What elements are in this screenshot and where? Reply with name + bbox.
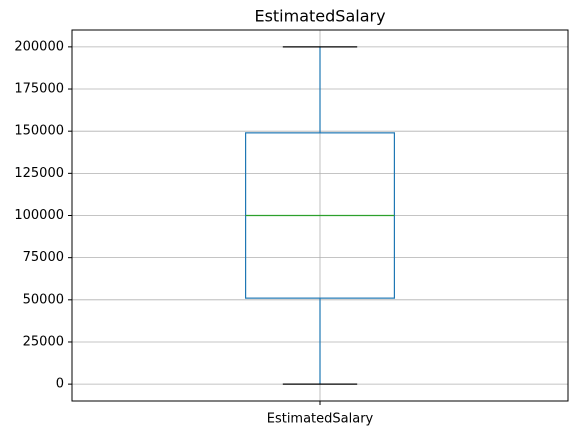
y-tick-label: 25000 [23, 334, 64, 349]
chart-title: EstimatedSalary [254, 7, 385, 26]
y-tick-label: 150000 [14, 124, 64, 139]
y-tick-label: 100000 [14, 208, 64, 223]
y-tick-label: 0 [56, 377, 64, 392]
y-tick-label: 175000 [14, 82, 64, 97]
y-tick-label: 75000 [23, 250, 64, 265]
y-tick-label: 125000 [14, 166, 64, 181]
plot-frame [71, 29, 569, 402]
y-tick-label: 200000 [14, 39, 64, 54]
y-tick-label: 50000 [23, 292, 64, 307]
x-tick-label: EstimatedSalary [267, 412, 374, 427]
